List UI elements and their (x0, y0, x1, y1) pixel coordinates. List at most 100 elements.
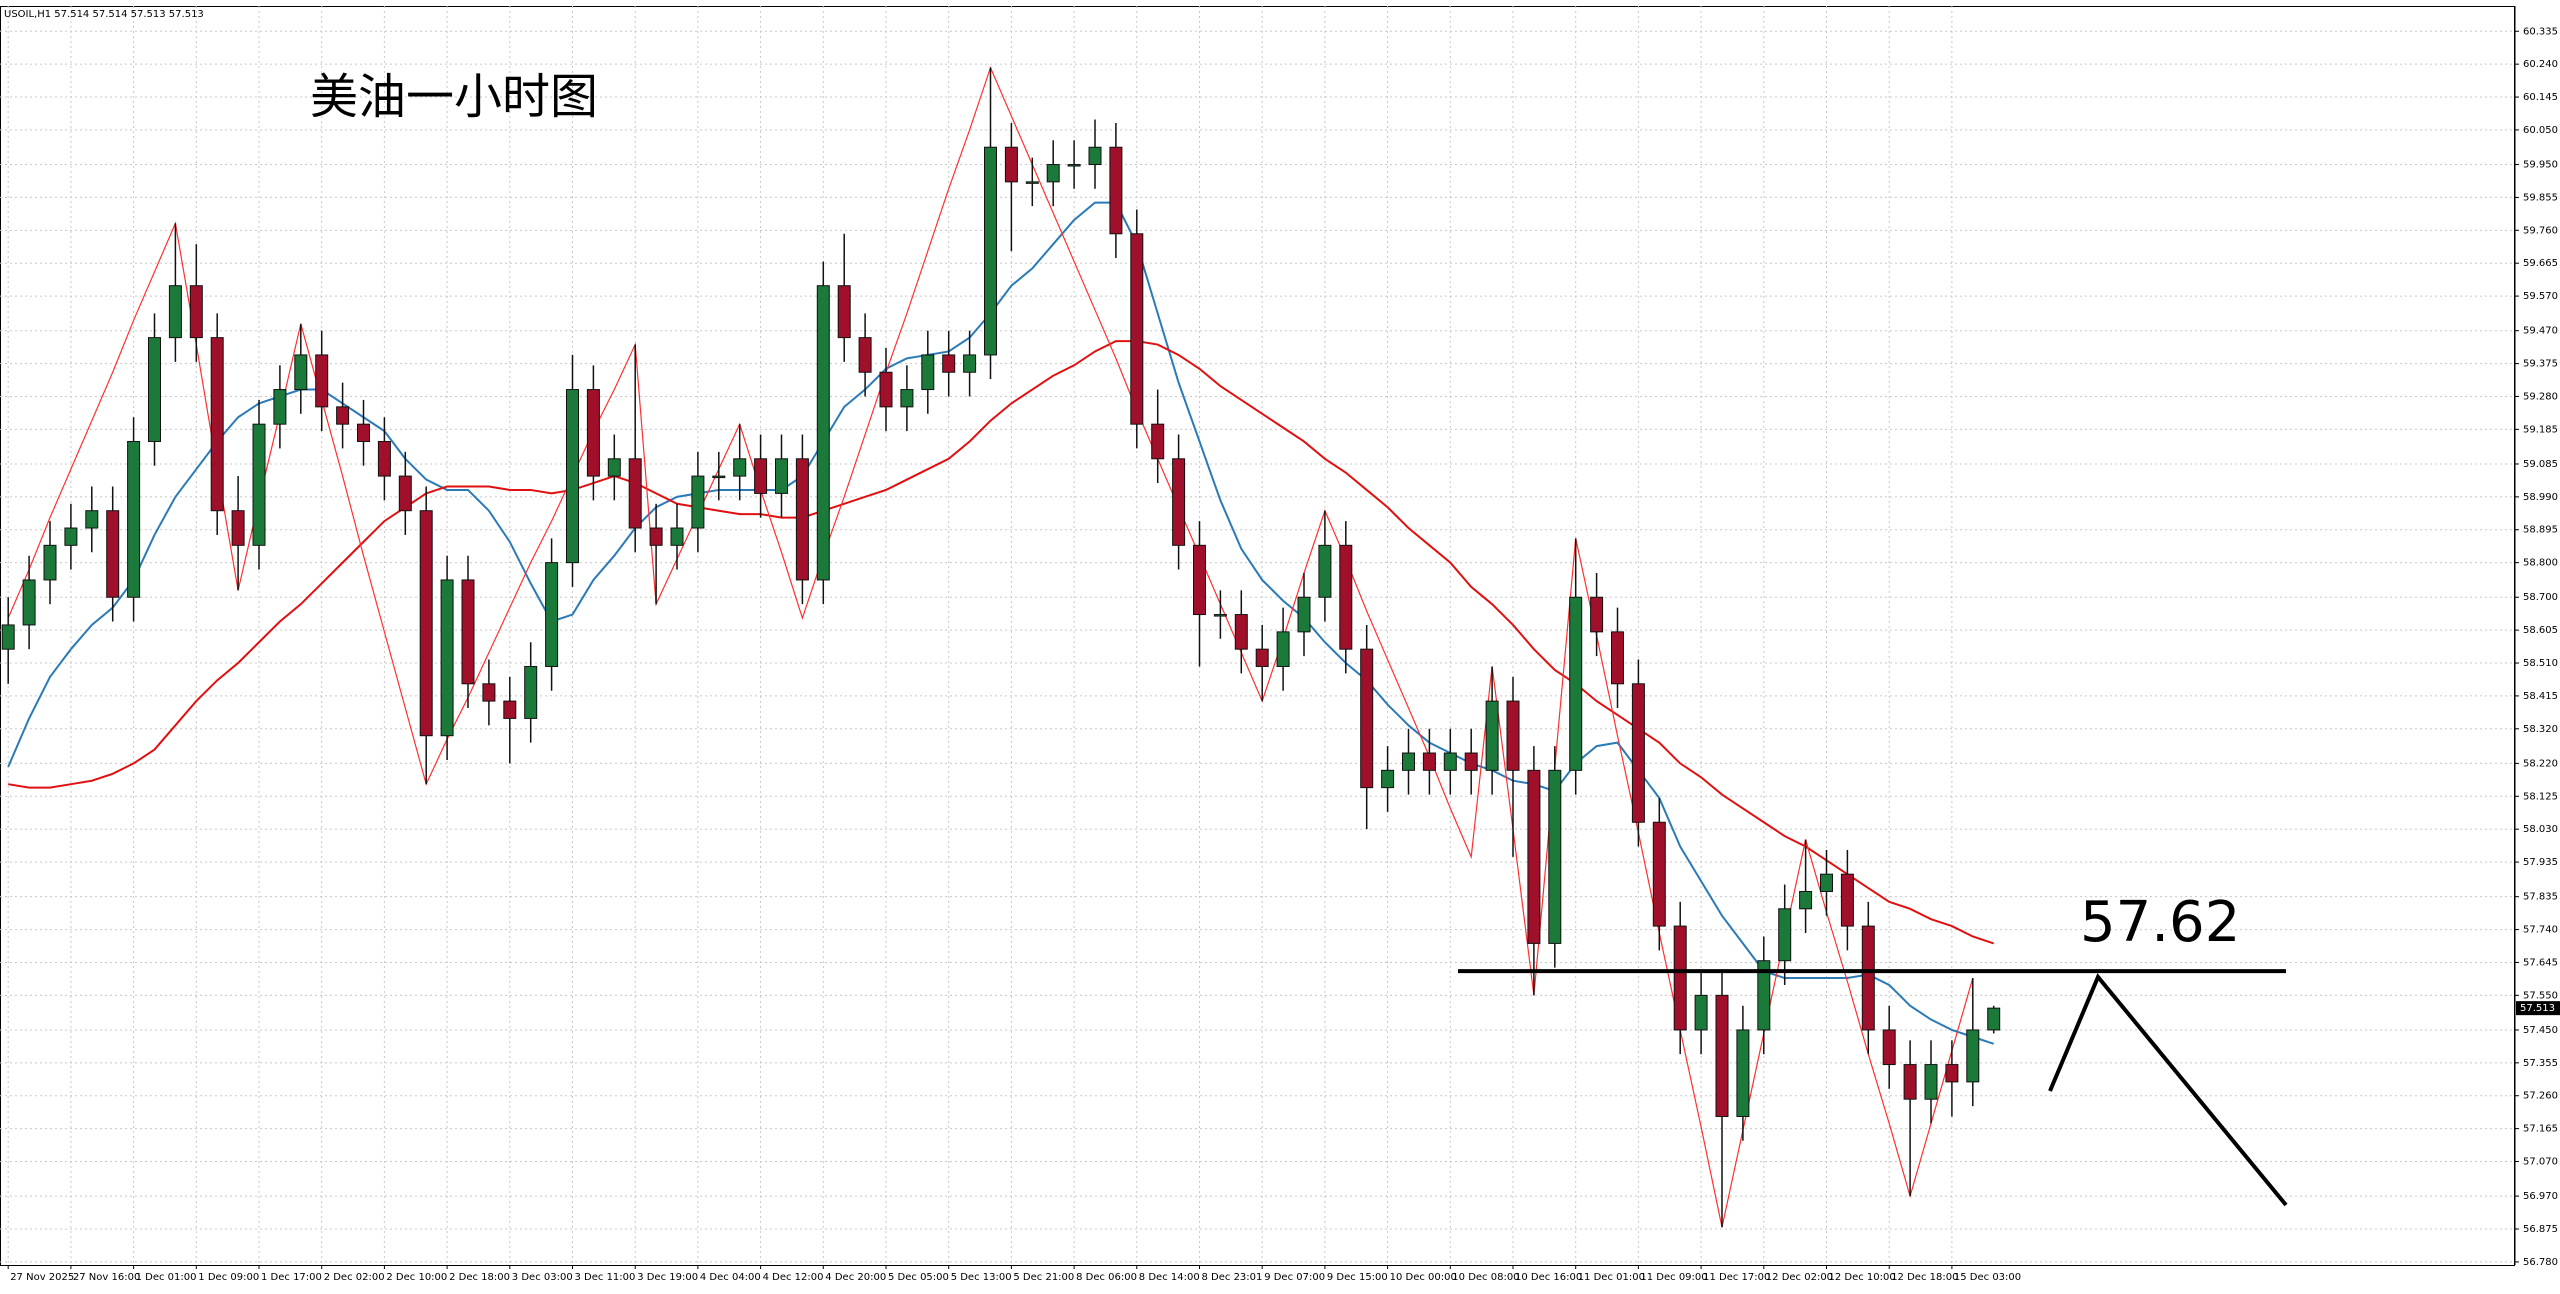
lines (7, 65, 1995, 1228)
candle-body (1840, 873, 1854, 927)
y-tick-label: 58.320 (2523, 724, 2558, 735)
x-tick-label: 5 Dec 05:00 (888, 1272, 949, 1283)
x-tick-label: 10 Dec 16:00 (1515, 1272, 1582, 1283)
candle-body (419, 510, 433, 737)
y-tick-label: 58.605 (2523, 625, 2558, 636)
candle-body (1631, 683, 1645, 823)
candles (1, 67, 2001, 1228)
candle-body (1757, 960, 1771, 1031)
y-tick-label: 58.030 (2523, 824, 2558, 835)
candle-body (85, 510, 99, 529)
candle-body (712, 475, 726, 479)
y-tick-label: 58.800 (2523, 558, 2558, 569)
x-tick-label: 2 Dec 10:00 (386, 1272, 447, 1283)
candle-body (1987, 1007, 2001, 1031)
x-tick-label: 2 Dec 02:00 (324, 1272, 385, 1283)
candle-body (189, 285, 203, 339)
y-tick-label: 60.335 (2523, 26, 2558, 37)
candle-body (127, 440, 141, 598)
y-tick-label: 58.510 (2523, 658, 2558, 669)
y-tick-label: 59.185 (2523, 424, 2558, 435)
y-tick-label: 58.220 (2523, 758, 2558, 769)
y-tick-label: 59.470 (2523, 326, 2558, 337)
candle-body (649, 527, 663, 546)
candle-body (294, 354, 308, 391)
candle-body (1882, 1029, 1896, 1066)
x-tick-label: 11 Dec 01:00 (1578, 1272, 1645, 1283)
y-tick-label: 57.355 (2523, 1058, 2558, 1069)
x-tick-label: 11 Dec 17:00 (1703, 1272, 1770, 1283)
x-tick-label: 1 Dec 01:00 (136, 1272, 197, 1283)
candle-body (628, 458, 642, 529)
candle-body (775, 458, 788, 494)
x-tick-label: 3 Dec 11:00 (575, 1272, 636, 1283)
grid (0, 6, 2515, 1265)
candle-body (210, 337, 224, 512)
candle-body (43, 544, 57, 581)
x-tick-label: 10 Dec 00:00 (1390, 1272, 1457, 1283)
candle-body (1276, 631, 1290, 667)
y-tick-label: 57.550 (2523, 990, 2558, 1001)
y-tick-label: 59.085 (2523, 459, 2558, 470)
candle-body (1527, 769, 1541, 944)
candle-body (607, 458, 621, 477)
candle-body (106, 510, 120, 598)
candle-body (754, 458, 768, 494)
last-price-label: 57.513 (2520, 1003, 2555, 1014)
x-tick-label: 4 Dec 04:00 (700, 1272, 761, 1283)
candle-body (273, 389, 287, 425)
y-tick-label: 58.895 (2523, 525, 2558, 536)
candle-body (586, 389, 600, 477)
y-tick-label: 58.700 (2523, 592, 2558, 603)
candle-body (1966, 1029, 1980, 1083)
y-tick-label: 59.760 (2523, 225, 2558, 236)
candle-body (1736, 1029, 1750, 1117)
candle-body (1004, 146, 1018, 183)
chart-header: USOIL,H1 57.514 57.514 57.513 57.513 (4, 9, 204, 20)
candle-body (1213, 614, 1227, 617)
candle-body (858, 337, 872, 373)
candle-body (336, 406, 350, 425)
y-tick-label: 58.125 (2523, 791, 2558, 802)
y-tick-label: 57.165 (2523, 1124, 2558, 1135)
candle-body (1464, 752, 1478, 771)
candle-body (1130, 233, 1144, 425)
x-tick-label: 15 Dec 03:00 (1954, 1272, 2021, 1283)
y-tick-label: 56.875 (2523, 1224, 2558, 1235)
candle-body (691, 475, 705, 529)
candle-body (524, 665, 538, 719)
candle-body (795, 458, 809, 581)
y-tick-label: 59.950 (2523, 160, 2558, 171)
x-tick-label: 3 Dec 19:00 (637, 1272, 698, 1283)
x-tick-label: 5 Dec 13:00 (951, 1272, 1012, 1283)
candle-body (1339, 544, 1353, 650)
x-tick-label: 12 Dec 10:00 (1829, 1272, 1896, 1283)
candle-body (1903, 1064, 1917, 1100)
candle-body (1046, 164, 1060, 183)
candle-body (837, 285, 851, 339)
y-tick-label: 59.855 (2523, 192, 2558, 203)
y-tick-label: 57.935 (2523, 857, 2558, 868)
last-price-box (2516, 1001, 2560, 1016)
y-tick-label: 60.050 (2523, 125, 2558, 136)
x-tick-label: 5 Dec 21:00 (1013, 1272, 1074, 1283)
x-tick-label: 8 Dec 23:01 (1202, 1272, 1263, 1283)
candle-body (1297, 596, 1311, 633)
candle-body (64, 527, 78, 546)
candle-body (1924, 1064, 1938, 1100)
candle-body (1945, 1064, 1959, 1083)
y-tick-label: 59.375 (2523, 359, 2558, 370)
candle-body (22, 579, 36, 626)
candle-body (1255, 648, 1269, 667)
y-tick-label: 59.280 (2523, 391, 2558, 402)
candle-body (1485, 700, 1499, 771)
candle-body (1820, 873, 1833, 892)
candle-body (900, 389, 914, 408)
candle-body (1067, 164, 1081, 167)
candle-body (566, 389, 579, 564)
x-tick-label: 3 Dec 03:00 (512, 1272, 573, 1283)
candle-body (733, 458, 747, 477)
chart-title: 美油一小时图 (310, 69, 598, 125)
candle-body (252, 423, 266, 546)
candle-body (1381, 769, 1395, 789)
